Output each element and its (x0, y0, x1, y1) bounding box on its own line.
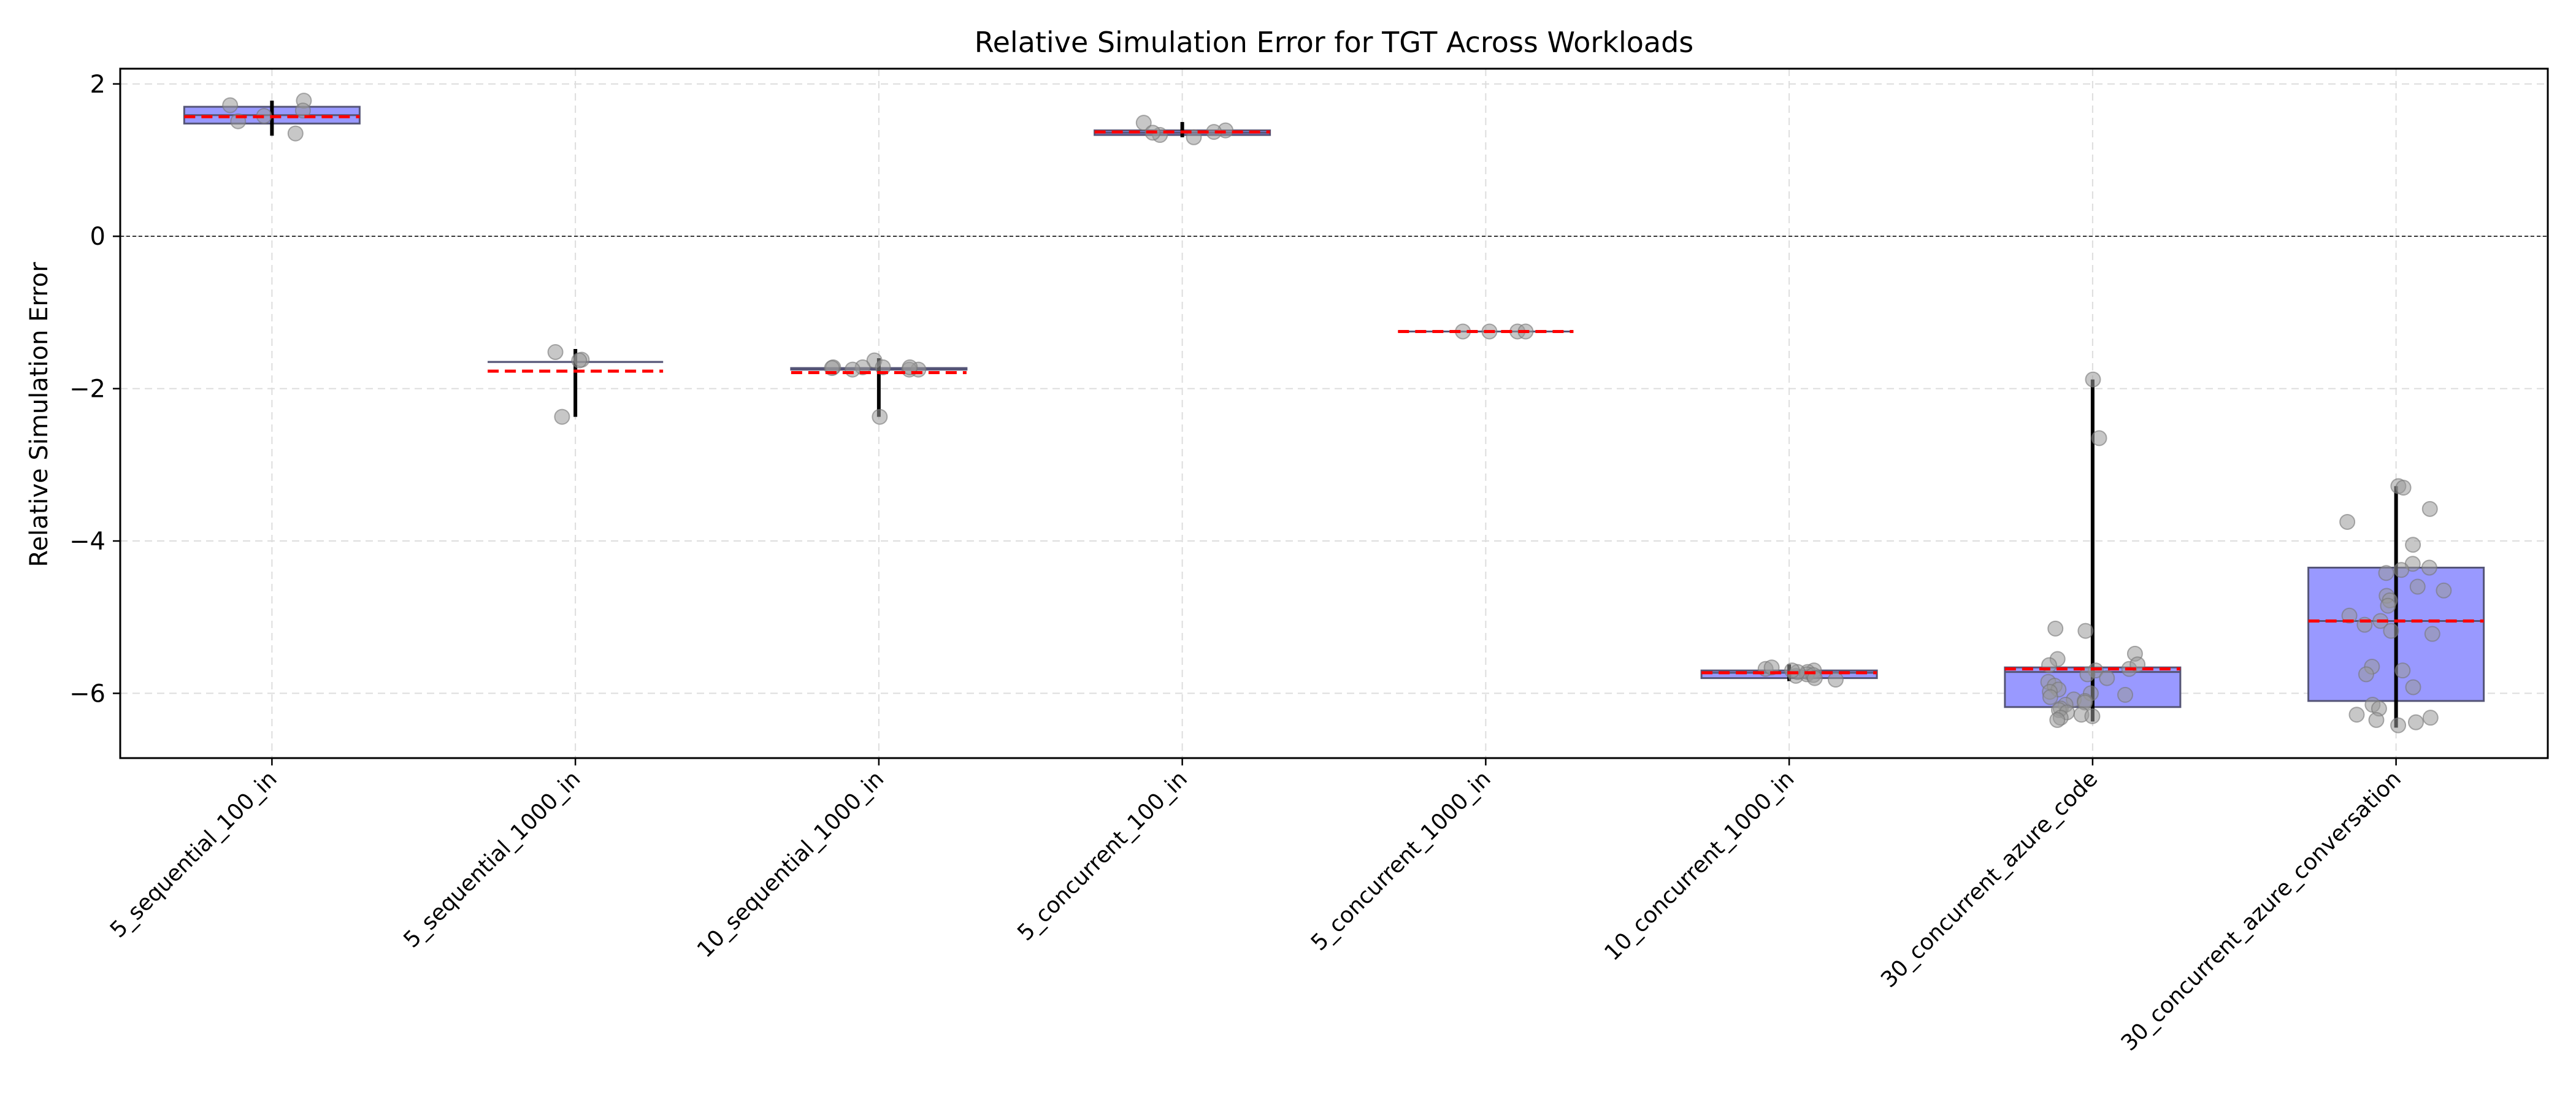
data-point (2079, 666, 2096, 683)
data-point (1827, 672, 1844, 688)
data-point (2117, 686, 2134, 703)
data-point (2424, 626, 2440, 642)
data-point (1806, 670, 1823, 686)
data-point (2436, 582, 2452, 599)
data-point (2405, 679, 2421, 696)
x-tick-label: 5_sequential_100_in (105, 766, 282, 943)
x-tick-label: 10_sequential_1000_in (692, 766, 889, 962)
data-point (2049, 711, 2066, 728)
data-point (2047, 620, 2064, 637)
data-point (547, 344, 564, 361)
data-point (2421, 559, 2437, 576)
data-point (287, 125, 304, 142)
data-point (1186, 129, 1202, 145)
data-point (2405, 537, 2421, 553)
data-point (554, 408, 570, 425)
data-point (2042, 689, 2058, 705)
data-point (2341, 607, 2358, 624)
data-point (1784, 662, 1800, 679)
chart-title: Relative Simulation Error for TGT Across… (975, 26, 1694, 59)
data-point (875, 359, 891, 375)
data-point (2422, 710, 2439, 726)
x-tick-label: 30_concurrent_azure_conversation (2117, 766, 2406, 1056)
data-point (1135, 115, 1152, 131)
data-point (571, 352, 588, 369)
data-point (2390, 717, 2407, 734)
x-tick-label: 10_concurrent_1000_in (1600, 766, 1799, 965)
data-point (1763, 659, 1780, 676)
data-point (2378, 565, 2394, 581)
data-point (2383, 623, 2399, 639)
data-point (845, 361, 861, 378)
y-axis-label: Relative Simulation Error (25, 262, 53, 567)
data-point (222, 97, 239, 113)
data-point (2348, 707, 2365, 723)
data-point (2099, 670, 2115, 686)
data-point (2380, 597, 2396, 614)
data-point (2091, 430, 2107, 447)
axis-layer: 2 0 −2 −4 −6 5_sequential_100_in 5_sequential_… (69, 71, 2406, 1056)
data-point (2395, 480, 2412, 496)
y-tick-label: −2 (69, 375, 105, 404)
x-tick-label: 30_concurrent_azure_code (1876, 766, 2103, 992)
data-point (2368, 711, 2385, 728)
y-tick-label: −4 (69, 527, 105, 556)
y-tick-label: −6 (69, 680, 105, 708)
x-tick-label: 5_concurrent_100_in (1013, 766, 1192, 946)
data-point (2394, 662, 2411, 679)
plot-frame (119, 67, 2549, 759)
data-point (2358, 666, 2374, 683)
plot-layer (120, 93, 2548, 734)
data-point (2409, 578, 2426, 595)
data-point (2077, 623, 2094, 639)
data-point (2407, 714, 2424, 730)
x-tick-label: 5_sequential_1000_in (399, 766, 585, 953)
y-tick-label: 2 (90, 71, 105, 99)
data-point (2085, 371, 2101, 388)
data-point (872, 408, 888, 425)
data-point (2421, 500, 2438, 517)
y-tick-label: 0 (90, 223, 105, 251)
grid-layer (120, 69, 2548, 758)
data-point (2339, 513, 2356, 530)
x-tick-label: 5_concurrent_1000_in (1306, 766, 1496, 956)
data-point (2084, 708, 2101, 724)
data-point (2393, 562, 2410, 578)
data-point (902, 359, 918, 375)
data-point (294, 102, 311, 119)
